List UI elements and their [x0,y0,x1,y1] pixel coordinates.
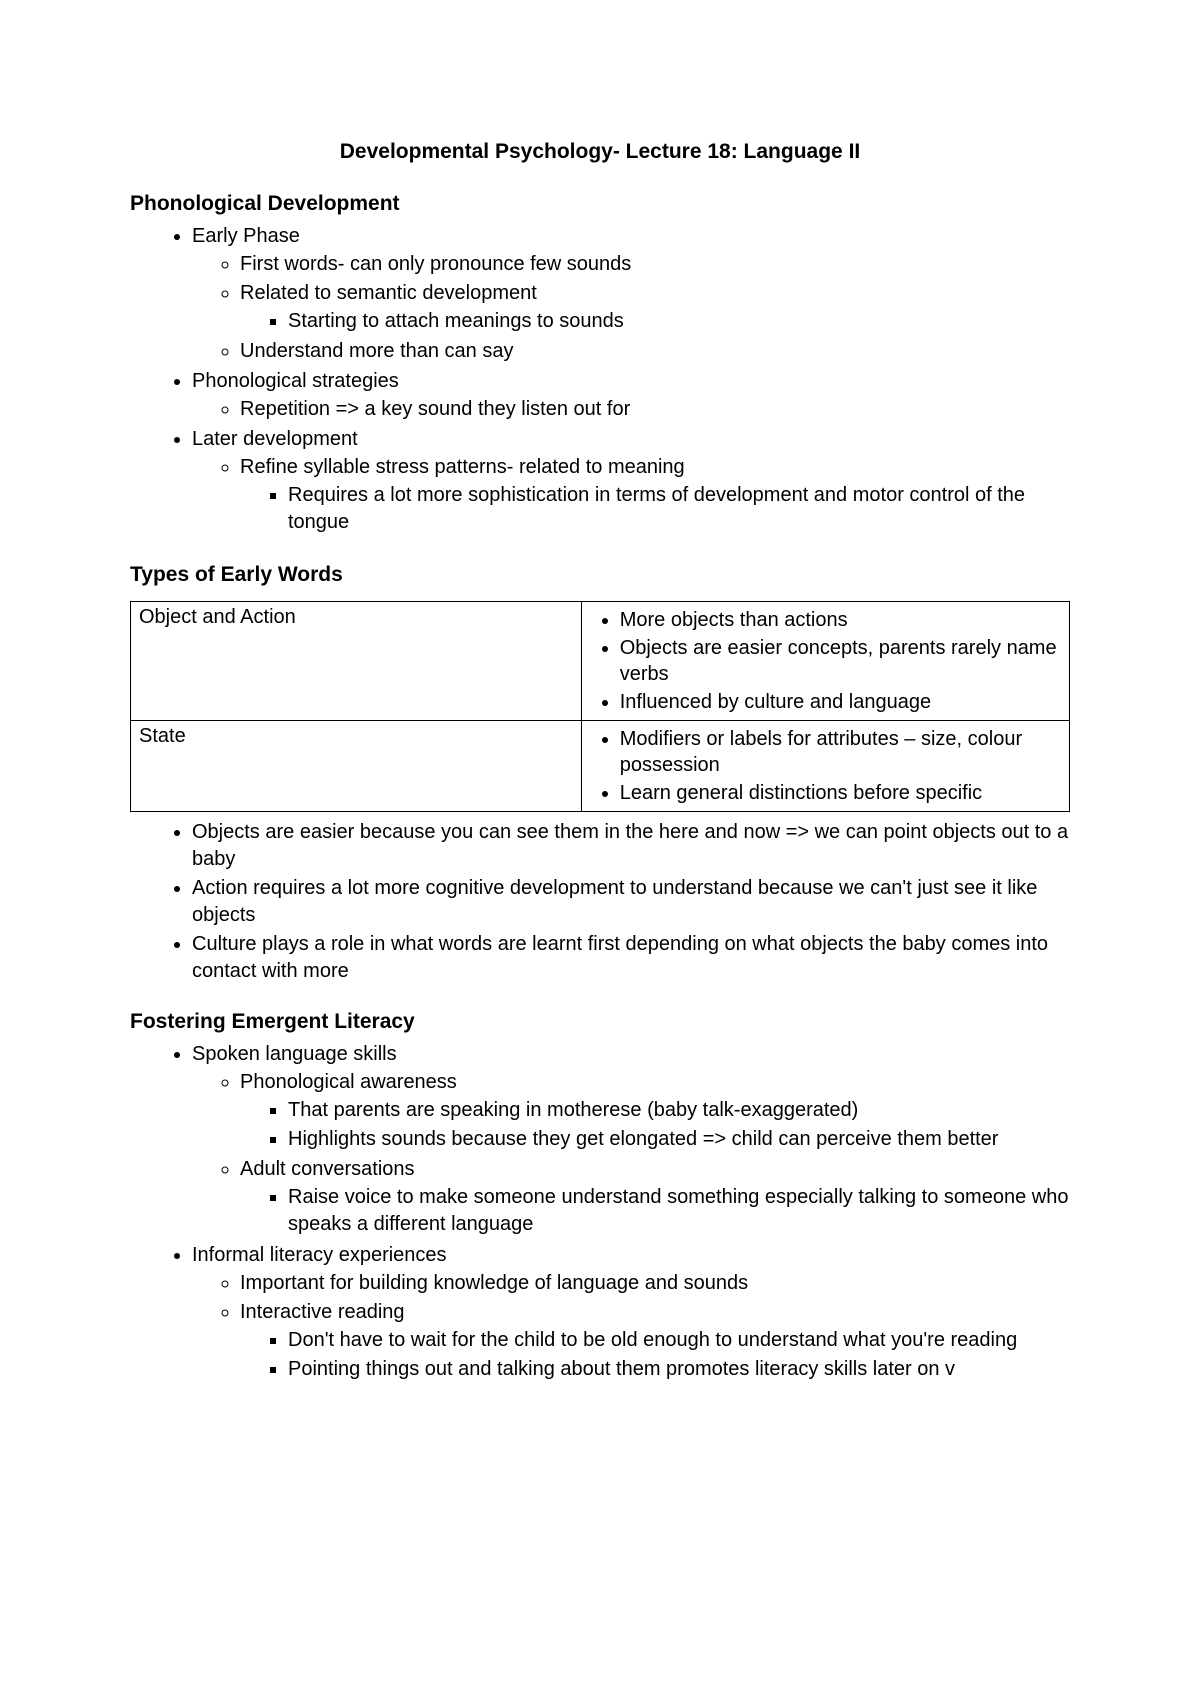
list-item-text: First words- can only pronounce few soun… [240,253,631,275]
list-item-text: Requires a lot more sophistication in te… [288,484,1025,533]
list-item: Understand more than can say [240,337,1070,366]
table-cell-list: More objects than actionsObjects are eas… [590,606,1061,716]
list-item-text: Culture plays a role in what words are l… [192,933,1048,982]
section-heading-phonological: Phonological Development [130,192,1070,216]
list-item-text: Later development [192,428,358,450]
list-item: Action requires a lot more cognitive dev… [192,874,1070,930]
table-row: State Modifiers or labels for attributes … [131,721,1070,812]
list-item: Learn general distinctions before specif… [620,779,1061,807]
list-item: Repetition => a key sound they listen ou… [240,395,1070,424]
fostering-list: Spoken language skills Phonological aware… [130,1040,1070,1386]
table-cell-list: Modifiers or labels for attributes – siz… [590,725,1061,807]
list-item: Early Phase First words- can only pronoun… [192,222,1070,367]
table-cell-content: Modifiers or labels for attributes – siz… [581,721,1069,812]
list-item: More objects than actions [620,606,1061,634]
list-item: Pointing things out and talking about th… [288,1355,1070,1384]
list-item-text: Refine syllable stress patterns- related… [240,456,685,478]
list-item-text: Objects are easier because you can see t… [192,821,1068,870]
list-item-text: Raise voice to make someone understand s… [288,1186,1068,1235]
list-item-text: Spoken language skills [192,1043,397,1065]
sublist: Repetition => a key sound they listen ou… [192,395,1070,424]
list-item: Objects are easier because you can see t… [192,818,1070,874]
types-after-list: Objects are easier because you can see t… [130,818,1070,986]
list-item: Informal literacy experiences Important f… [192,1241,1070,1386]
list-item-text: Pointing things out and talking about th… [288,1358,955,1380]
list-item: Don't have to wait for the child to be o… [288,1326,1070,1355]
table-cell-label: Object and Action [131,602,582,721]
list-item: Phonological awareness That parents are s… [240,1068,1070,1155]
list-item-text: Phonological strategies [192,370,399,392]
list-item: Objects are easier concepts, parents rar… [620,634,1061,688]
list-item: Later development Refine syllable stress … [192,425,1070,539]
list-item-text: Related to semantic development [240,282,537,304]
list-item-text: Informal literacy experiences [192,1244,447,1266]
list-item: Modifiers or labels for attributes – siz… [620,725,1061,779]
sublist: Refine syllable stress patterns- related… [192,453,1070,538]
sublist: Starting to attach meanings to sounds [240,307,1070,336]
list-item-text: Don't have to wait for the child to be o… [288,1329,1017,1351]
types-table: Object and ActionMore objects than actio… [130,601,1070,812]
list-item-text: Understand more than can say [240,340,514,362]
list-item: Starting to attach meanings to sounds [288,307,1070,336]
page-title: Developmental Psychology- Lecture 18: La… [130,140,1070,164]
list-item: First words- can only pronounce few soun… [240,250,1070,279]
list-item: Culture plays a role in what words are l… [192,930,1070,986]
list-item: Related to semantic development Starting … [240,279,1070,337]
table-cell-content: More objects than actionsObjects are eas… [581,602,1069,721]
sublist: First words- can only pronounce few soun… [192,250,1070,366]
list-item: Highlights sounds because they get elong… [288,1125,1070,1154]
list-item-text: Repetition => a key sound they listen ou… [240,398,630,420]
list-item-text: Adult conversations [240,1158,415,1180]
list-item: That parents are speaking in motherese (… [288,1096,1070,1125]
list-item-text: That parents are speaking in motherese (… [288,1099,858,1121]
list-item: Spoken language skills Phonological aware… [192,1040,1070,1241]
document-page: Developmental Psychology- Lecture 18: La… [0,0,1200,1486]
section-heading-fostering: Fostering Emergent Literacy [130,1010,1070,1034]
section-heading-types: Types of Early Words [130,563,1070,587]
list-item-text: Interactive reading [240,1301,405,1323]
sublist: Don't have to wait for the child to be o… [240,1326,1070,1384]
table-cell-label: State [131,721,582,812]
list-item-text: Phonological awareness [240,1071,457,1093]
list-item: Refine syllable stress patterns- related… [240,453,1070,538]
list-item: Important for building knowledge of lang… [240,1269,1070,1298]
sublist: Requires a lot more sophistication in te… [240,481,1070,537]
sublist: Important for building knowledge of lang… [192,1269,1070,1385]
sublist: That parents are speaking in motherese (… [240,1096,1070,1154]
list-item: Raise voice to make someone understand s… [288,1183,1070,1239]
table-row: Object and ActionMore objects than actio… [131,602,1070,721]
list-item-text: Highlights sounds because they get elong… [288,1128,998,1150]
list-item: Influenced by culture and language [620,688,1061,716]
list-item-text: Action requires a lot more cognitive dev… [192,877,1037,926]
list-item-text: Early Phase [192,225,300,247]
list-item-text: Important for building knowledge of lang… [240,1272,748,1294]
phonological-list: Early Phase First words- can only pronoun… [130,222,1070,539]
sublist: Raise voice to make someone understand s… [240,1183,1070,1239]
list-item: Requires a lot more sophistication in te… [288,481,1070,537]
list-item-text: Starting to attach meanings to sounds [288,310,624,332]
list-item: Adult conversations Raise voice to make s… [240,1155,1070,1240]
list-item: Phonological strategies Repetition => a k… [192,367,1070,425]
types-table-wrap: Object and ActionMore objects than actio… [130,601,1070,812]
list-item: Interactive reading Don't have to wait fo… [240,1298,1070,1385]
sublist: Phonological awareness That parents are s… [192,1068,1070,1240]
